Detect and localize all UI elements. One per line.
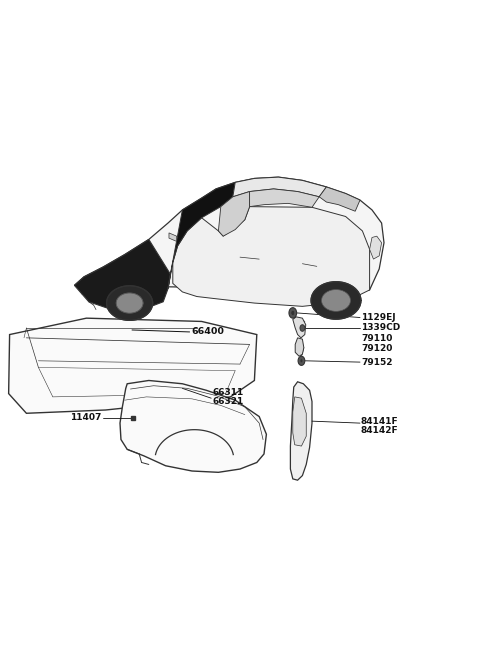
Text: 1129EJ: 1129EJ [361,313,396,322]
Polygon shape [233,177,326,197]
Polygon shape [290,382,312,480]
Text: 79110: 79110 [361,334,392,343]
Ellipse shape [116,293,143,313]
Circle shape [298,356,305,365]
Polygon shape [293,317,306,338]
Ellipse shape [311,281,361,319]
Polygon shape [120,380,266,472]
Polygon shape [74,239,170,310]
Circle shape [291,310,295,316]
Text: 84141F: 84141F [361,417,398,426]
Polygon shape [218,192,250,236]
Polygon shape [74,177,384,290]
Text: 11407: 11407 [71,413,102,422]
Text: 66321: 66321 [212,397,243,406]
Text: 79120: 79120 [361,344,392,353]
Polygon shape [9,318,257,413]
Text: 1339CD: 1339CD [361,323,400,333]
Polygon shape [173,207,370,306]
Polygon shape [250,189,319,207]
Polygon shape [168,182,235,289]
Polygon shape [293,397,306,446]
Circle shape [300,359,303,363]
Circle shape [300,325,305,331]
Ellipse shape [322,289,350,312]
Circle shape [289,308,297,318]
Text: 66400: 66400 [191,327,224,337]
Text: 79152: 79152 [361,358,393,367]
Polygon shape [370,236,382,259]
Polygon shape [295,338,304,356]
Polygon shape [319,187,360,211]
Text: 84142F: 84142F [361,426,398,436]
Polygon shape [169,233,177,241]
Ellipse shape [107,286,153,320]
Text: 66311: 66311 [212,388,243,397]
